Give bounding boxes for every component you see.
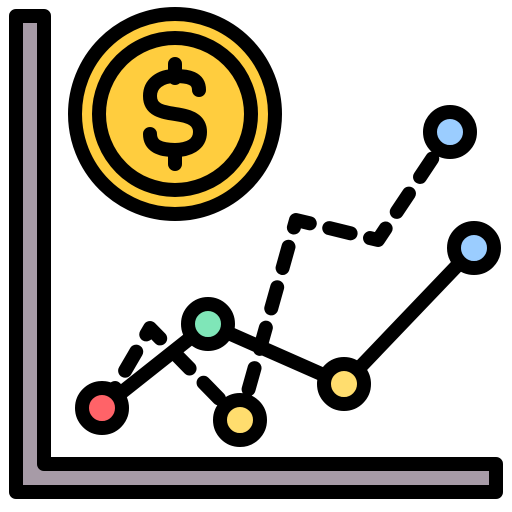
axis-icon	[9, 9, 503, 499]
blue-marker-right	[447, 221, 501, 275]
dollar-sign-icon	[143, 57, 207, 171]
solid-series-line	[95, 241, 481, 415]
mint-marker	[181, 297, 235, 351]
dollar-coin-icon	[68, 7, 282, 221]
blue-marker-top	[423, 105, 477, 159]
yellow-marker-low	[213, 393, 267, 447]
red-marker	[75, 381, 129, 435]
yellow-marker-mid	[317, 357, 371, 411]
